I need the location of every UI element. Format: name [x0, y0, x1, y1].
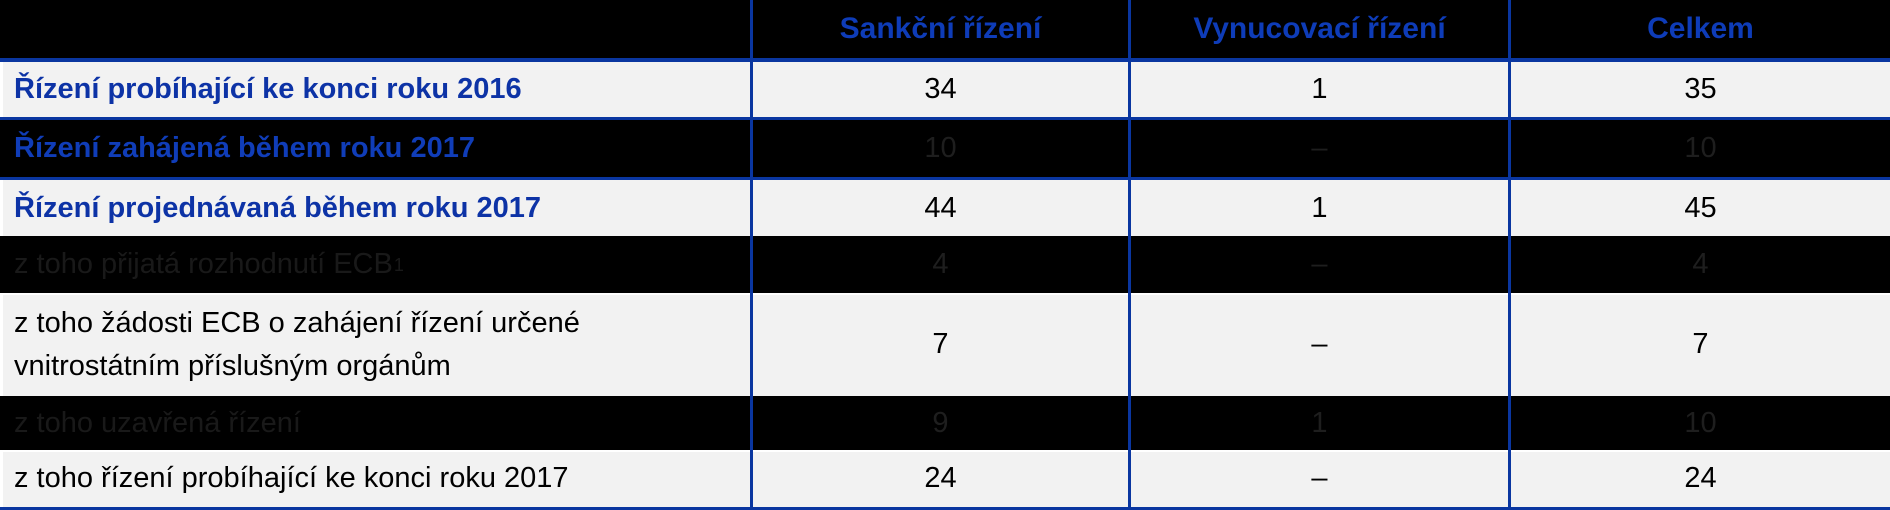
table-row: Řízení zahájená během roku 2017 10 – 10 — [0, 120, 1890, 180]
cell-celkem: 45 — [1508, 180, 1890, 236]
row-label-text: Řízení probíhající ke konci roku 2016 — [14, 73, 522, 106]
column-header-sankcni-rizeni: Sankční řízení — [750, 0, 1128, 58]
table-header-row: Sankční řízení Vynucovací řízení Celkem — [0, 0, 1890, 62]
column-header-vynucovaci-rizeni: Vynucovací řízení — [1128, 0, 1508, 58]
cell-celkem: 10 — [1508, 396, 1890, 450]
cell-celkem: 4 — [1508, 236, 1890, 293]
cell-sankcni-rizeni: 7 — [750, 293, 1128, 396]
table-row: z toho přijatá rozhodnutí ECB 1 4 – 4 — [0, 236, 1890, 293]
row-label-text: Řízení zahájená během roku 2017 — [14, 132, 475, 165]
row-label-text: z toho řízení probíhající ke konci roku … — [14, 462, 569, 495]
table-row: z toho uzavřená řízení 9 1 10 — [0, 396, 1890, 450]
row-label-text: z toho uzavřená řízení — [14, 406, 301, 439]
header-empty-cell — [0, 0, 750, 58]
row-label: Řízení probíhající ke konci roku 2016 — [0, 62, 750, 117]
cell-sankcni-rizeni: 34 — [750, 62, 1128, 117]
table-row: z toho řízení probíhající ke konci roku … — [0, 450, 1890, 510]
cell-sankcni-rizeni: 10 — [750, 120, 1128, 177]
cell-celkem: 35 — [1508, 62, 1890, 117]
row-label: Řízení projednávaná během roku 2017 — [0, 180, 750, 236]
row-label: z toho řízení probíhající ke konci roku … — [0, 450, 750, 507]
cell-sankcni-rizeni: 44 — [750, 180, 1128, 236]
row-label: z toho přijatá rozhodnutí ECB 1 — [0, 236, 750, 293]
cell-celkem: 7 — [1508, 293, 1890, 396]
row-label-text: z toho přijatá rozhodnutí ECB — [14, 248, 393, 281]
cell-vynucovaci-rizeni: 1 — [1128, 396, 1508, 450]
table-body: Řízení probíhající ke konci roku 2016 34… — [0, 62, 1890, 510]
row-label: z toho žádosti ECB o zahájení řízení urč… — [0, 293, 750, 396]
row-label: z toho uzavřená řízení — [0, 396, 750, 450]
cell-celkem: 24 — [1508, 450, 1890, 507]
cell-sankcni-rizeni: 24 — [750, 450, 1128, 507]
cell-vynucovaci-rizeni: – — [1128, 450, 1508, 507]
cell-vynucovaci-rizeni: 1 — [1128, 180, 1508, 236]
table-row: Řízení probíhající ke konci roku 2016 34… — [0, 62, 1890, 120]
cell-vynucovaci-rizeni: 1 — [1128, 62, 1508, 117]
cell-vynucovaci-rizeni: – — [1128, 293, 1508, 396]
column-header-celkem: Celkem — [1508, 0, 1890, 58]
cell-sankcni-rizeni: 4 — [750, 236, 1128, 293]
cell-vynucovaci-rizeni: – — [1128, 120, 1508, 177]
cell-celkem: 10 — [1508, 120, 1890, 177]
table-row: Řízení projednávaná během roku 2017 44 1… — [0, 180, 1890, 236]
cell-vynucovaci-rizeni: – — [1128, 236, 1508, 293]
row-label-text: Řízení projednávaná během roku 2017 — [14, 191, 542, 224]
cell-sankcni-rizeni: 9 — [750, 396, 1128, 450]
row-label: Řízení zahájená během roku 2017 — [0, 120, 750, 177]
table-row: z toho žádosti ECB o zahájení řízení urč… — [0, 293, 1890, 396]
row-label-text: z toho žádosti ECB o zahájení řízení urč… — [14, 307, 580, 382]
